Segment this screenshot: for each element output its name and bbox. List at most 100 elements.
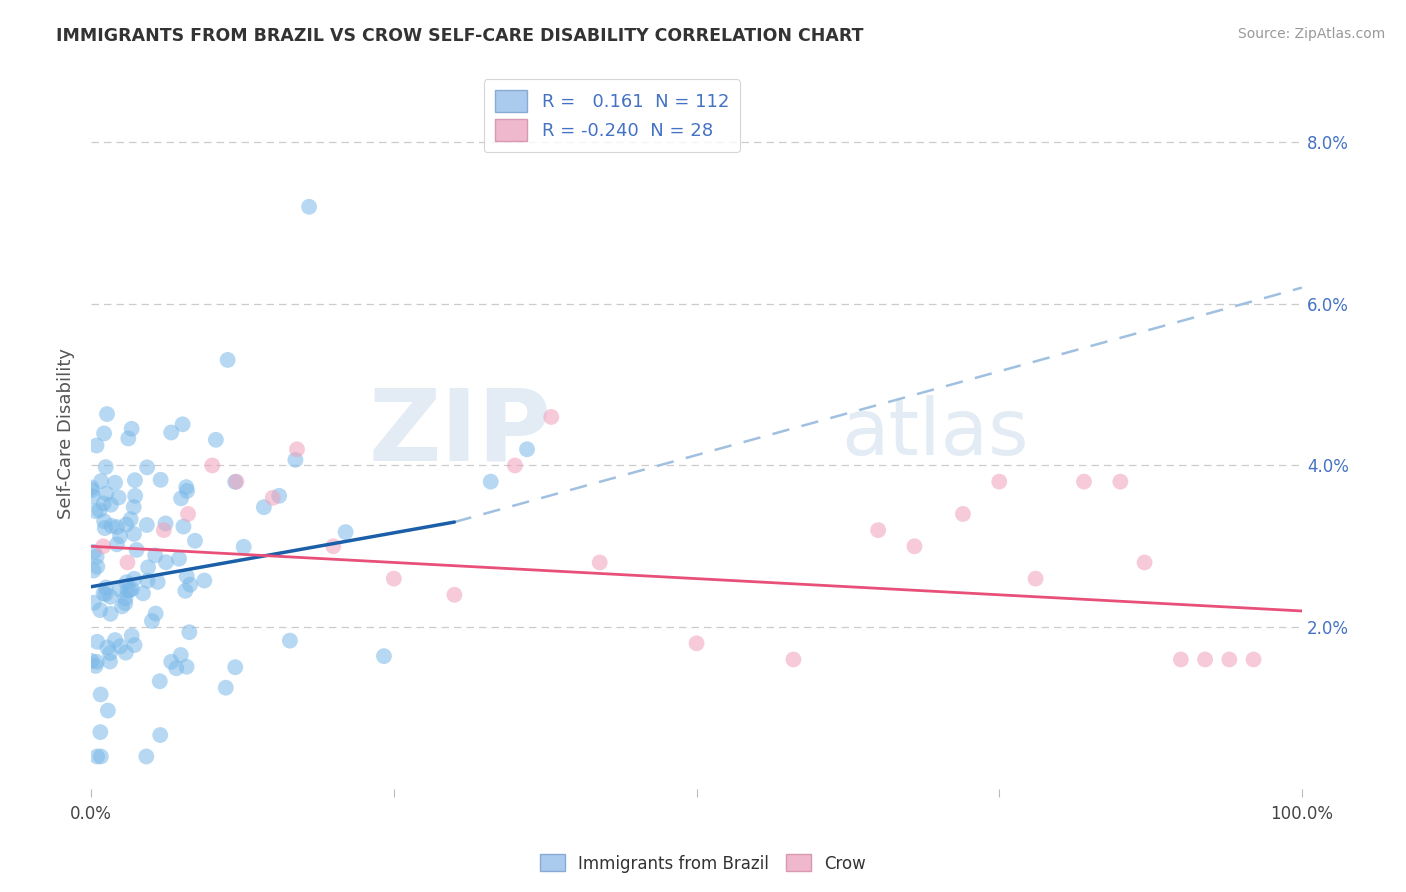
Point [1194,652,1216,666]
Point [172,417,194,432]
Point [215,681,238,695]
Point [335,525,357,540]
Point [443,588,465,602]
Point [100,590,122,604]
Point [253,500,276,515]
Point [232,540,254,554]
Point [100,607,122,621]
Point [117,432,139,446]
Point [685,636,707,650]
Point [121,629,143,643]
Point [1073,475,1095,489]
Point [93,496,115,510]
Point [1243,652,1265,666]
Point [373,649,395,664]
Point [141,614,163,628]
Point [86,438,108,452]
Point [86,549,108,564]
Point [1218,652,1240,666]
Text: ZIP: ZIP [368,384,551,482]
Point [107,491,129,505]
Point [90,749,112,764]
Legend: Immigrants from Brazil, Crow: Immigrants from Brazil, Crow [533,847,873,880]
Point [122,500,145,514]
Legend: R =   0.161  N = 112, R = -0.240  N = 28: R = 0.161 N = 112, R = -0.240 N = 28 [484,79,740,153]
Y-axis label: Self-Care Disability: Self-Care Disability [58,348,75,518]
Point [83,545,105,559]
Point [278,633,301,648]
Point [98,655,121,669]
Point [165,661,187,675]
Point [174,480,197,494]
Point [86,655,108,669]
Point [176,659,198,673]
Point [149,473,172,487]
Point [93,586,115,600]
Point [285,442,308,457]
Point [136,574,159,588]
Point [94,581,117,595]
Point [124,473,146,487]
Point [120,512,142,526]
Point [82,564,104,578]
Point [96,407,118,421]
Point [114,646,136,660]
Point [115,517,138,532]
Point [868,523,890,537]
Point [149,728,172,742]
Point [104,633,127,648]
Point [903,539,925,553]
Point [170,491,193,506]
Point [201,458,224,473]
Point [284,453,307,467]
Point [176,569,198,583]
Point [177,507,200,521]
Point [322,539,344,553]
Point [160,655,183,669]
Point [90,474,112,488]
Point [136,460,159,475]
Point [108,529,131,543]
Point [83,596,105,610]
Point [184,533,207,548]
Point [117,583,139,598]
Point [1170,652,1192,666]
Point [167,551,190,566]
Text: IMMIGRANTS FROM BRAZIL VS CROW SELF-CARE DISABILITY CORRELATION CHART: IMMIGRANTS FROM BRAZIL VS CROW SELF-CARE… [56,27,863,45]
Point [96,640,118,655]
Point [124,489,146,503]
Point [225,475,247,489]
Point [269,489,291,503]
Point [988,475,1011,489]
Point [224,660,246,674]
Point [125,542,148,557]
Point [172,519,194,533]
Point [110,640,132,654]
Point [479,475,502,489]
Point [262,491,284,505]
Point [1133,556,1156,570]
Point [174,583,197,598]
Point [160,425,183,440]
Point [104,475,127,490]
Point [80,483,103,497]
Point [86,634,108,648]
Point [94,460,117,475]
Point [97,704,120,718]
Point [122,572,145,586]
Point [179,577,201,591]
Point [121,582,143,597]
Point [94,521,117,535]
Point [111,599,134,614]
Point [382,572,405,586]
Point [122,527,145,541]
Point [89,503,111,517]
Point [94,587,117,601]
Point [145,607,167,621]
Point [170,648,193,662]
Point [93,426,115,441]
Point [205,433,228,447]
Point [115,575,138,590]
Point [136,560,159,574]
Point [117,556,139,570]
